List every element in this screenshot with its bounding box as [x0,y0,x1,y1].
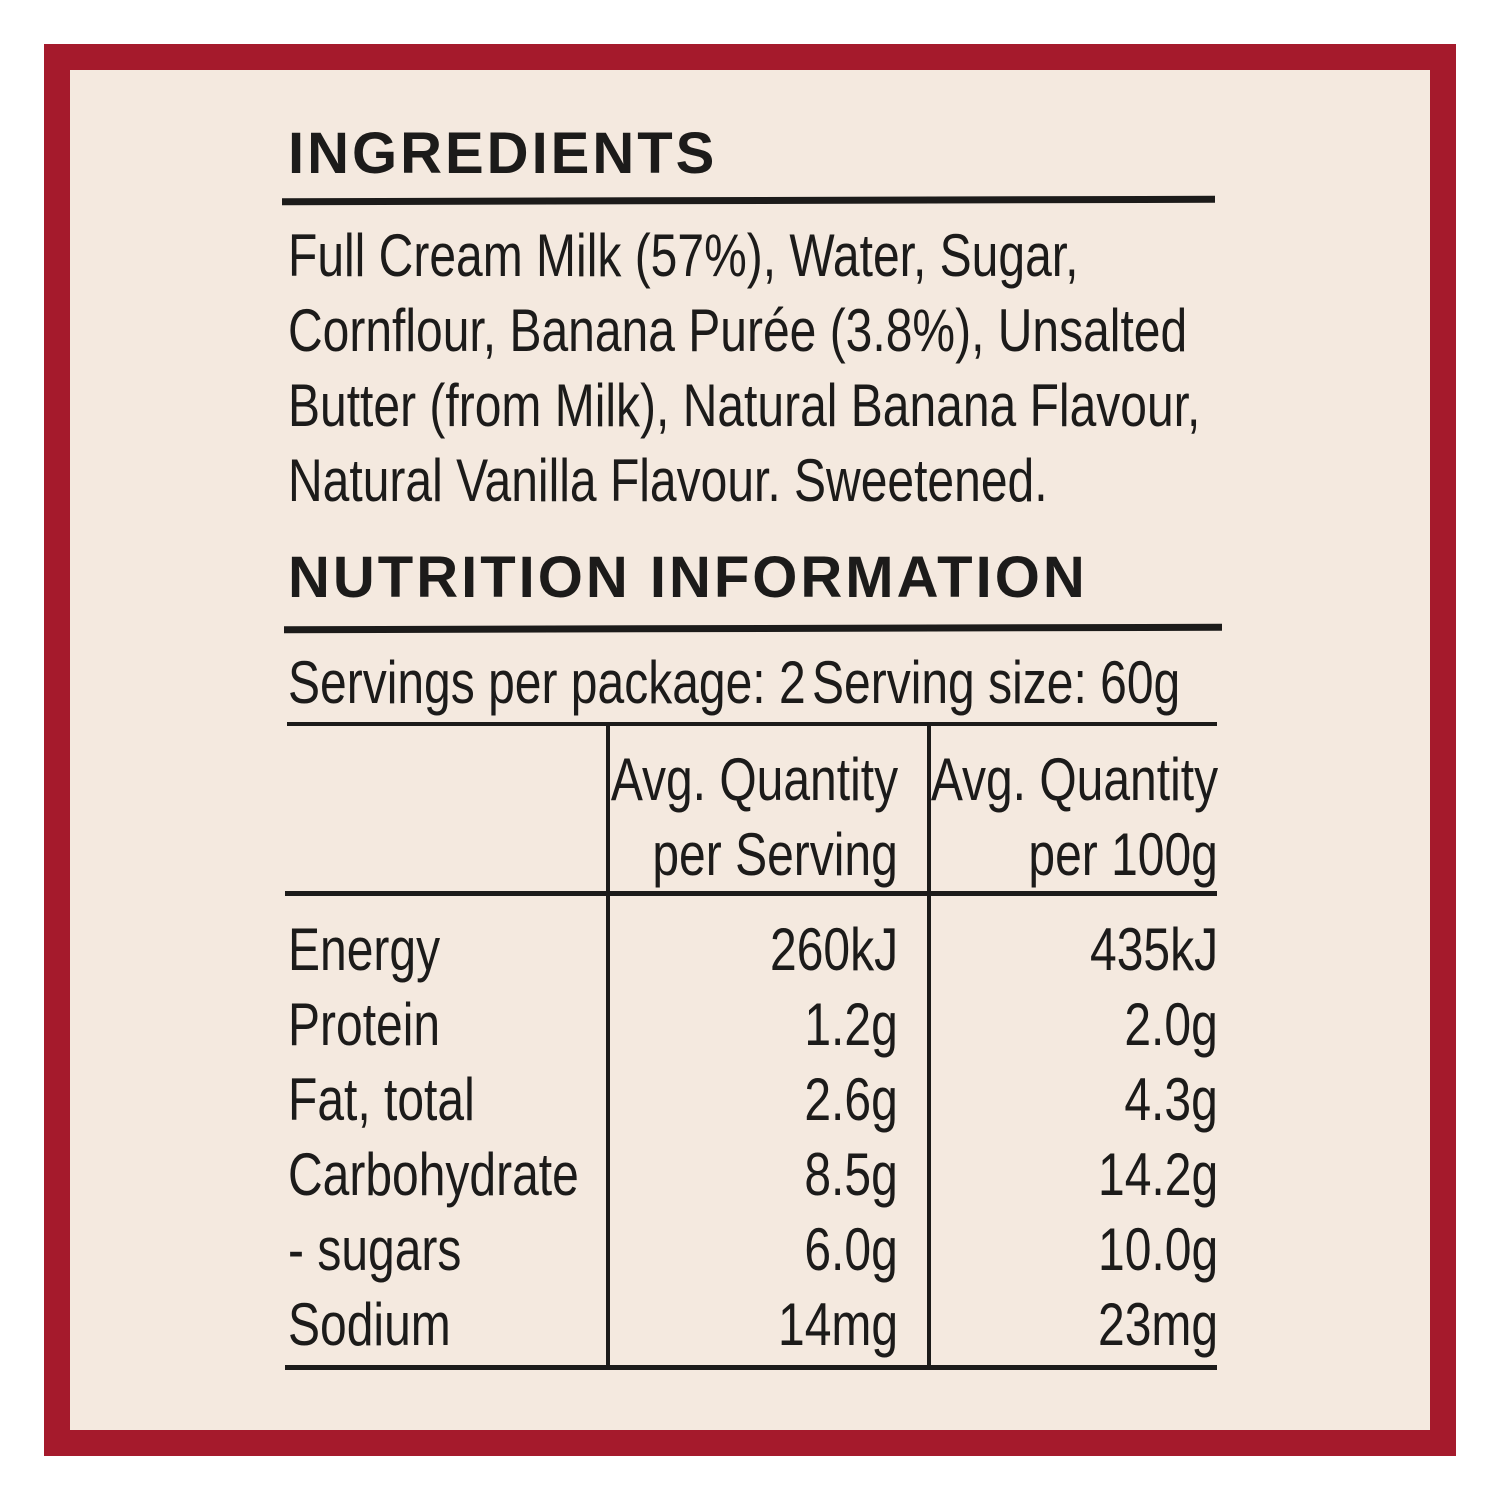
nutrition-heading: NUTRITION INFORMATION [288,545,1088,610]
column-header-per-serving: Avg. Quantity [610,746,898,813]
per-serving-value: 1.2g [804,991,898,1058]
nutrient-name: - sugars [288,1216,462,1283]
ingredients-line: Full Cream Milk (57%), Water, Sugar, [288,222,1079,289]
column-header-per-100g: per 100g [1028,821,1219,888]
column-header-per-100g: Avg. Quantity [930,746,1218,813]
servings-rule [287,722,1217,726]
ingredients-line: Natural Vanilla Flavour. Sweetened. [288,447,1048,514]
serving-size: Serving size: 60g [812,649,1181,716]
per-100g-value: 23mg [1097,1291,1218,1358]
nutrient-name: Protein [288,991,441,1058]
bottom-rule [285,1365,1217,1370]
column-header-per-serving: per Serving [652,821,898,888]
nutrient-name: Sodium [288,1291,451,1358]
per-serving-value: 14mg [777,1291,898,1358]
per-100g-value: 2.0g [1124,991,1218,1058]
label-frame [44,44,1456,1456]
column-divider [606,726,610,1368]
per-serving-value: 2.6g [804,1066,898,1133]
ingredients-line: Butter (from Milk), Natural Banana Flavo… [288,372,1201,439]
nutrient-name: Fat, total [288,1066,475,1133]
nutrient-name: Carbohydrate [288,1141,579,1208]
per-serving-value: 6.0g [804,1216,898,1283]
per-serving-value: 8.5g [804,1141,898,1208]
per-100g-value: 14.2g [1097,1141,1218,1208]
per-100g-value: 435kJ [1089,916,1218,983]
ingredients-line: Cornflour, Banana Purée (3.8%), Unsalted [288,297,1188,364]
column-divider [927,726,931,1368]
servings-per-package: Servings per package: 2 [288,649,806,716]
per-serving-value: 260kJ [769,916,898,983]
header-rule [285,891,1217,896]
nutrient-name: Energy [288,916,441,983]
per-100g-value: 4.3g [1124,1066,1218,1133]
ingredients-heading: INGREDIENTS [288,121,718,186]
per-100g-value: 10.0g [1097,1216,1218,1283]
